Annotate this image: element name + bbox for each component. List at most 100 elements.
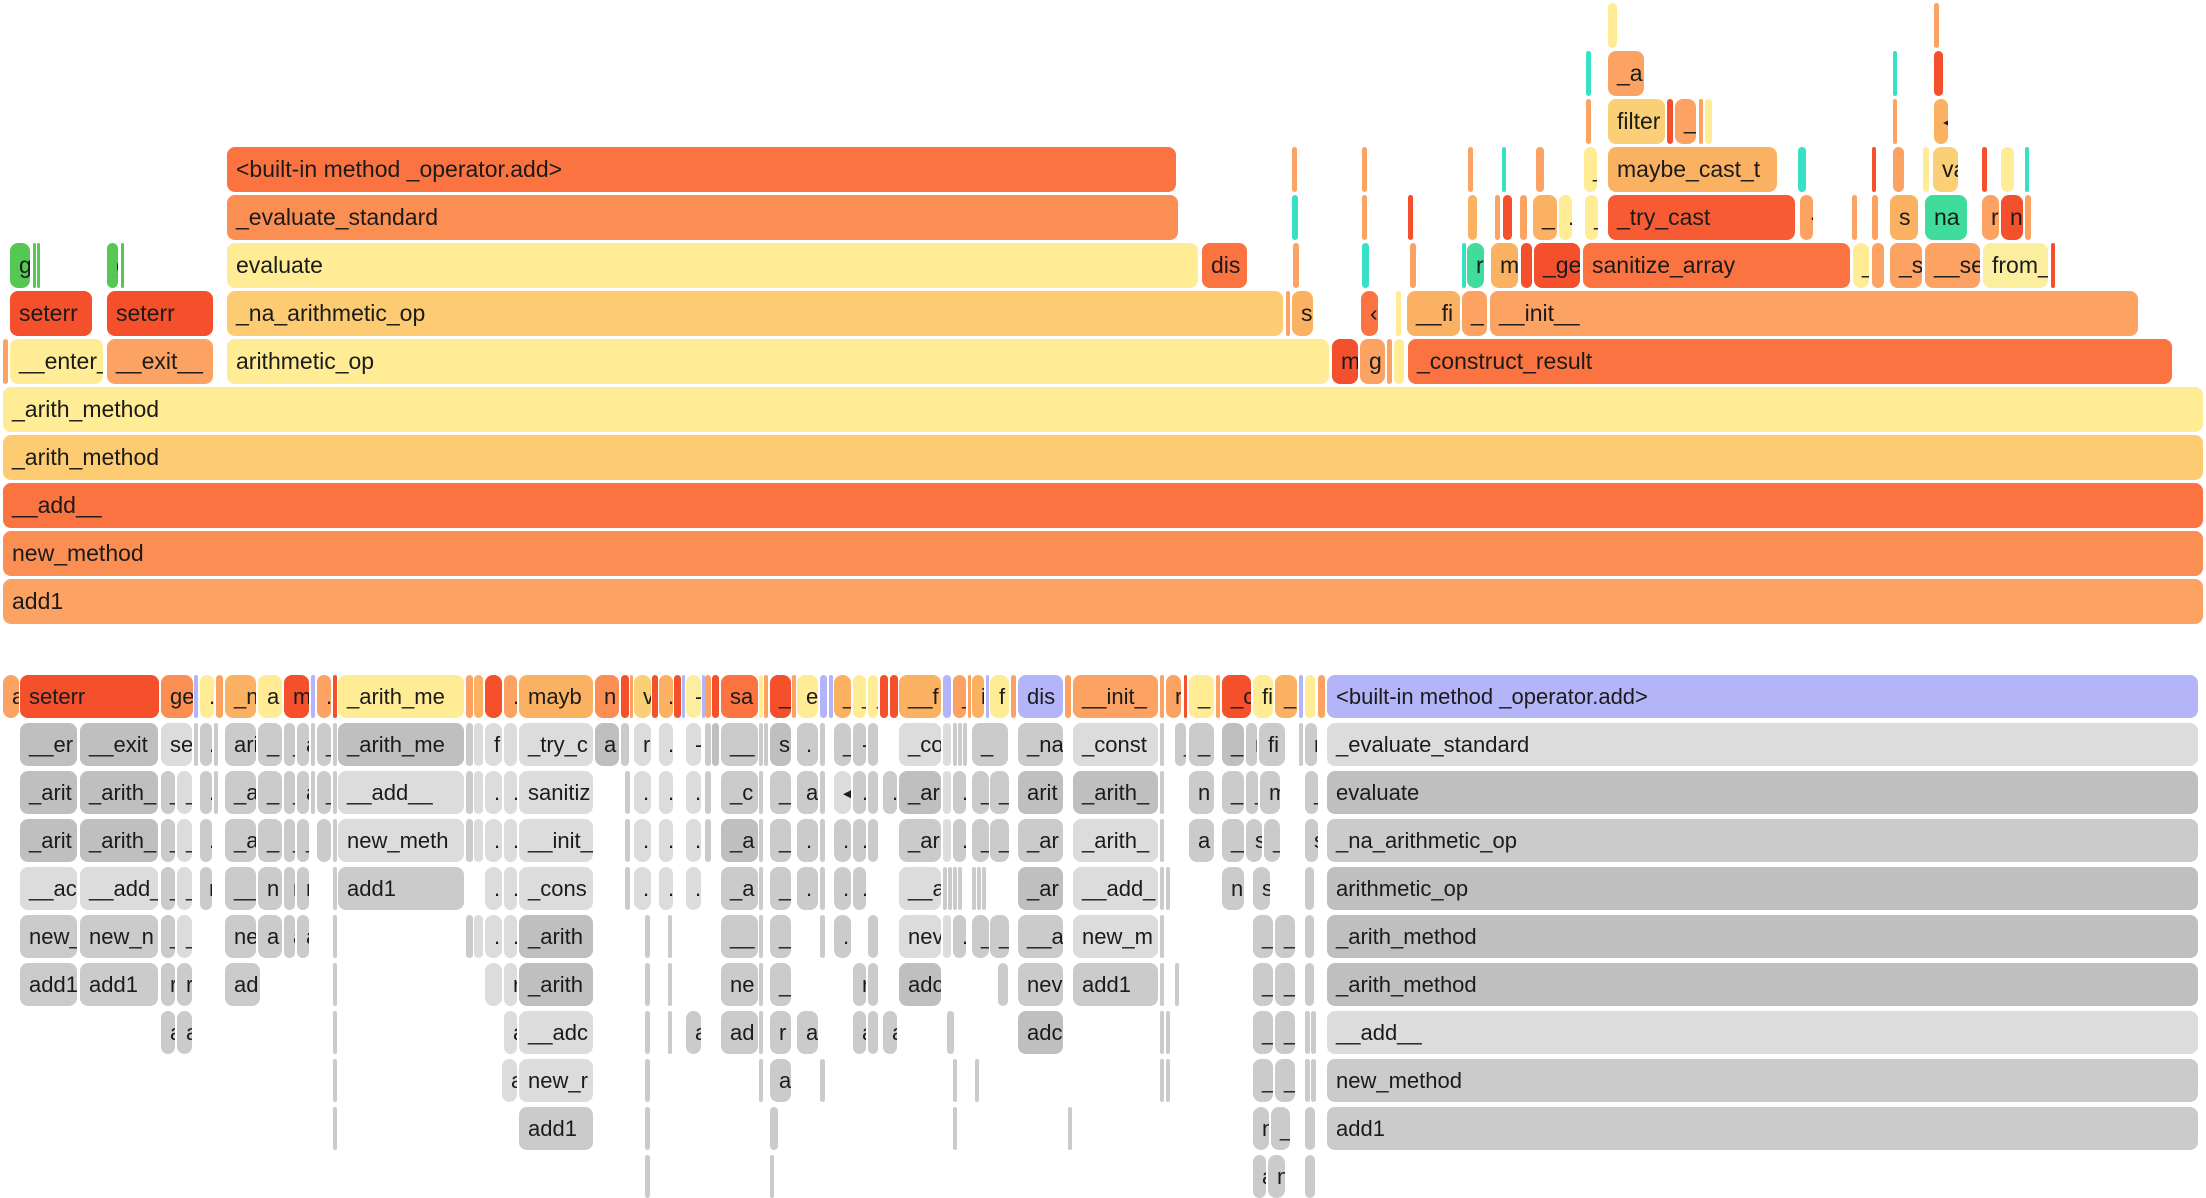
flame-frame-_[interactable]: _ — [1253, 1059, 1273, 1102]
flame-frame-v[interactable]: v — [634, 675, 651, 718]
flame-frame-sliver[interactable] — [820, 915, 825, 958]
flame-frame-sliver[interactable] — [764, 675, 768, 718]
flame-frame-sliver[interactable] — [630, 675, 633, 718]
flame-frame-_arith_me[interactable]: _arith_me — [338, 675, 464, 718]
flame-frame-sliver[interactable] — [1934, 3, 1939, 48]
flame-frame-nc[interactable]: nc — [1222, 867, 1244, 910]
flame-frame-sliver[interactable] — [770, 1107, 778, 1150]
flame-frame-sliver[interactable] — [820, 723, 825, 766]
flame-frame-new_m[interactable]: new_m — [1073, 915, 1158, 958]
flame-frame-sliver[interactable] — [820, 771, 825, 814]
flame-frame-[interactable]: . — [834, 819, 851, 862]
flame-frame-[interactable]: . — [485, 867, 502, 910]
flame-frame-[interactable]: . — [943, 771, 951, 814]
flame-frame-_[interactable]: _ — [177, 915, 192, 958]
flame-frame-r[interactable]: r — [1166, 675, 1181, 718]
flame-frame-sliver[interactable] — [474, 915, 483, 958]
flame-frame-e[interactable]: e — [797, 675, 818, 718]
flame-frame-__[interactable]: __ — [1222, 819, 1244, 862]
flame-frame-sliver[interactable] — [705, 675, 711, 718]
flame-frame-_[interactable]: _ — [953, 675, 966, 718]
flame-frame-_c[interactable]: _c — [721, 771, 758, 814]
flame-frame-n[interactable]: n — [998, 963, 1008, 1006]
flame-frame-sliver[interactable] — [674, 675, 681, 718]
flame-frame-_[interactable]: _ — [1175, 723, 1186, 766]
flame-frame-[interactable]: . — [200, 771, 212, 814]
flame-frame-sliver[interactable] — [880, 675, 888, 718]
flame-frame-sliver[interactable] — [1462, 243, 1466, 288]
flame-frame-sliver[interactable] — [968, 675, 971, 718]
flame-frame-[interactable]: . — [659, 723, 673, 766]
flame-frame-r[interactable]: r — [1305, 723, 1317, 766]
flame-frame-sliver[interactable] — [972, 867, 976, 910]
flame-frame-sliver[interactable] — [829, 675, 833, 718]
flame-frame-_[interactable]: _ — [770, 867, 791, 910]
flame-frame-se[interactable]: se — [161, 723, 192, 766]
flame-frame-sliver[interactable] — [1305, 1059, 1310, 1102]
flame-frame-sliver[interactable] — [1160, 1059, 1164, 1102]
flame-frame-sliver[interactable] — [311, 771, 315, 814]
flame-frame-sliver[interactable] — [645, 1107, 650, 1150]
flame-frame-sliver[interactable] — [645, 1155, 650, 1198]
flame-frame-sliver[interactable] — [625, 771, 630, 814]
flame-frame-_[interactable]: _ — [990, 819, 1009, 862]
flame-frame-sliver[interactable] — [1305, 1011, 1310, 1054]
flame-frame-a[interactable]: a — [868, 1011, 878, 1054]
flame-frame-sliver[interactable] — [1292, 195, 1298, 240]
flame-frame-_[interactable]: _ — [297, 819, 309, 862]
flame-frame-i[interactable]: i — [972, 675, 984, 718]
flame-frame-fi[interactable]: fi — [1259, 723, 1285, 766]
flame-frame-sliver[interactable] — [820, 819, 825, 862]
flame-frame-sliver[interactable] — [1872, 147, 1876, 192]
flame-frame-[interactable]: . — [943, 723, 951, 766]
flame-frame-sliver[interactable] — [1216, 675, 1220, 718]
flame-frame-r[interactable]: r — [177, 963, 192, 1006]
flame-frame-sliver[interactable] — [1318, 675, 1325, 718]
flame-frame-sliver[interactable] — [652, 675, 658, 718]
flame-frame-_[interactable]: _ — [1275, 1059, 1295, 1102]
flame-frame-sliver[interactable] — [759, 1011, 763, 1054]
flame-frame-sliver[interactable] — [2025, 195, 2031, 240]
flame-frame-a[interactable]: a — [1253, 1155, 1266, 1198]
flame-frame-_[interactable]: _ — [284, 723, 295, 766]
flame-frame-_[interactable]: _ — [317, 723, 331, 766]
flame-frame-[interactable]: - — [686, 723, 701, 766]
flame-frame-_[interactable]: _ — [972, 771, 989, 814]
flame-frame-[interactable]: . — [868, 771, 878, 814]
flame-frame-sliver[interactable] — [982, 867, 986, 910]
flame-frame-_a[interactable]: _a — [1222, 771, 1244, 814]
flame-frame-__f[interactable]: __f — [899, 675, 941, 718]
flame-frame-_[interactable]: _ — [990, 915, 1009, 958]
flame-frame-[interactable]: . — [1305, 867, 1314, 910]
flame-frame-sliver[interactable] — [1852, 195, 1857, 240]
flame-frame-sliver[interactable] — [1387, 339, 1392, 384]
flame-frame-new_method[interactable]: new_method — [1327, 1059, 2198, 1102]
flame-frame-_[interactable]: _ — [972, 915, 989, 958]
flame-frame-sliver[interactable] — [466, 771, 473, 814]
flame-frame-sliver[interactable] — [37, 243, 40, 288]
flame-frame-sliver[interactable] — [1699, 99, 1703, 144]
flame-frame-a[interactable]: a — [797, 771, 818, 814]
flame-frame-sliver[interactable] — [1468, 195, 1477, 240]
flame-frame-sliver[interactable] — [705, 819, 711, 862]
flame-frame-sliver[interactable] — [958, 723, 962, 766]
flame-frame-sliver[interactable] — [1608, 3, 1617, 48]
flame-frame-[interactable]: . — [686, 867, 701, 910]
flame-frame-sliver[interactable] — [1536, 147, 1544, 192]
flame-frame-_a[interactable]: _a — [225, 819, 256, 862]
flame-frame-a[interactable]: a — [3, 675, 19, 718]
flame-frame-_arith[interactable]: _arith — [519, 915, 593, 958]
flame-frame-sliver[interactable] — [1068, 1107, 1072, 1150]
flame-frame-sliver[interactable] — [1872, 243, 1884, 288]
flame-frame-_[interactable]: _ — [834, 675, 851, 718]
flame-frame-sliver[interactable] — [1011, 675, 1016, 718]
flame-frame-a[interactable]: a — [297, 915, 309, 958]
flame-frame-sliver[interactable] — [890, 675, 898, 718]
flame-frame-[interactable]: . — [1160, 771, 1164, 814]
flame-frame-sliver[interactable] — [759, 723, 763, 766]
flame-frame-sanitiz[interactable]: sanitiz — [519, 771, 593, 814]
flame-frame-__add_[interactable]: __add_ — [80, 867, 158, 910]
flame-frame-_try_c[interactable]: _try_c — [519, 723, 593, 766]
flame-frame-[interactable]: ◂ — [834, 771, 851, 814]
flame-frame-sliver[interactable] — [1160, 867, 1164, 910]
